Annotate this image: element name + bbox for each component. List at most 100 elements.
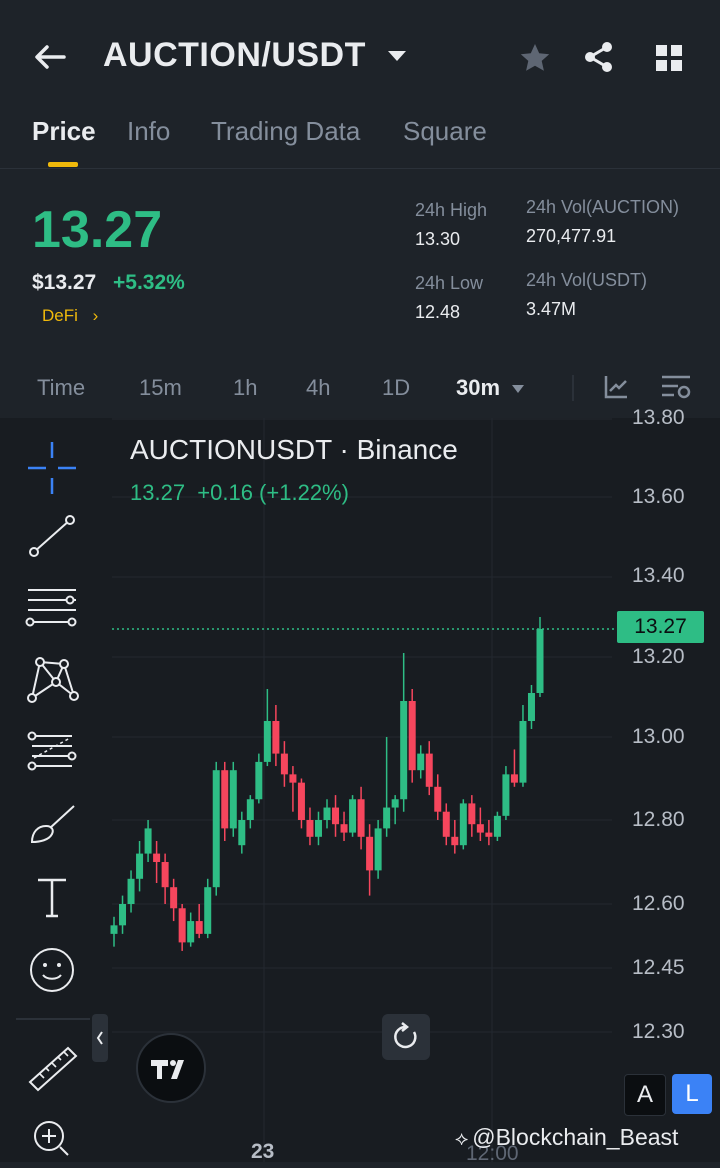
arrow-left-icon — [35, 45, 66, 69]
vol-base-label: 24h Vol(AUCTION) — [526, 197, 680, 217]
candle-body — [178, 908, 186, 943]
y-tick-label: 12.60 — [632, 892, 685, 915]
candle-body — [536, 629, 544, 693]
share-button[interactable] — [582, 40, 616, 74]
caret-down-icon — [388, 51, 406, 61]
text-icon — [38, 878, 66, 918]
interval-divider — [572, 375, 574, 401]
candle-body — [442, 811, 450, 837]
layout-grid-button[interactable] — [654, 43, 684, 73]
pair-dropdown-button[interactable] — [386, 48, 408, 64]
candle-body — [391, 799, 399, 808]
tab-info[interactable]: Info — [127, 116, 171, 146]
candlestick-chart[interactable] — [0, 418, 720, 1162]
pattern-tool[interactable] — [22, 652, 82, 708]
brush-tool[interactable] — [22, 798, 82, 854]
y-tick-label: 12.80 — [632, 808, 685, 831]
text-tool[interactable] — [22, 870, 82, 926]
candle-body — [510, 774, 518, 783]
fib-tool[interactable] — [22, 724, 82, 780]
diamond-logo-icon: ⟡ — [455, 1128, 469, 1150]
chart-indicator-icon — [604, 376, 627, 399]
collapse-toolbar-button[interactable] — [92, 1014, 108, 1062]
interval-4h[interactable]: 4h — [306, 375, 331, 400]
zoom-tool[interactable] — [22, 1112, 82, 1168]
favorite-button[interactable] — [518, 41, 552, 75]
toolbar-divider — [16, 1018, 90, 1020]
chart-symbol: AUCTIONUSDT · Binance — [130, 434, 458, 465]
measure-tool[interactable] — [22, 1040, 82, 1096]
candle-body — [306, 820, 314, 837]
chart-settings-button[interactable] — [660, 373, 692, 401]
ruler-icon — [28, 1046, 78, 1092]
crosshair-icon — [28, 442, 76, 494]
log-scale-toggle[interactable]: L — [672, 1074, 712, 1114]
candle-body — [451, 836, 459, 846]
status-bar-area — [0, 0, 720, 24]
usd-price: $13.27 — [32, 271, 97, 294]
share-icon — [585, 42, 612, 72]
indicators-button[interactable] — [602, 373, 630, 401]
interval-time[interactable]: Time — [37, 375, 86, 400]
trend-line-tool[interactable] — [22, 510, 82, 566]
candle-body — [349, 799, 357, 833]
candle-body — [221, 770, 229, 829]
y-tick-label: 13.00 — [632, 725, 685, 748]
x-tick-label: 12:00 — [466, 1142, 519, 1165]
candle-body — [229, 770, 237, 829]
candle-body — [246, 799, 254, 820]
reset-chart-button[interactable] — [382, 1014, 430, 1060]
interval-1d[interactable]: 1D — [382, 375, 411, 400]
last-price: 13.27 — [32, 201, 163, 259]
candle-body — [297, 782, 305, 820]
candle-body — [485, 832, 493, 837]
interval-15m[interactable]: 15m — [139, 375, 182, 400]
interval-1h[interactable]: 1h — [233, 375, 258, 400]
tab-trading-data[interactable]: Trading Data — [211, 116, 361, 146]
candle-body — [263, 721, 271, 762]
auto-scale-toggle[interactable]: A — [624, 1074, 666, 1116]
pair-title[interactable]: AUCTION/USDT — [103, 36, 366, 74]
chart-area[interactable] — [0, 418, 720, 1162]
crosshair-tool[interactable] — [22, 440, 82, 496]
y-tick-label: 13.20 — [632, 645, 685, 668]
low-label: 24h Low — [415, 273, 484, 293]
y-tick-label: 13.80 — [632, 406, 685, 429]
candle-body — [434, 786, 442, 812]
candle-body — [400, 701, 408, 800]
tab-price[interactable]: Price — [32, 116, 96, 146]
back-button[interactable] — [30, 40, 70, 74]
candle-body — [459, 803, 467, 846]
candle-body — [374, 828, 382, 871]
candle-body — [195, 921, 203, 934]
candle-body — [340, 824, 348, 833]
candle-body — [383, 807, 391, 829]
high-label: 24h High — [415, 200, 488, 220]
chart-ohlc: 13.27 +0.16 (+1.22%) — [130, 480, 349, 505]
tradingview-icon — [151, 1060, 184, 1079]
candle-body — [119, 904, 127, 926]
candle-body — [238, 820, 246, 846]
tab-square[interactable]: Square — [403, 116, 487, 146]
emoji-tool[interactable] — [22, 942, 82, 998]
y-tick-label: 12.30 — [632, 1020, 685, 1043]
candle-body — [161, 862, 169, 888]
candle-body — [153, 853, 161, 862]
candle-body — [332, 807, 340, 825]
chevron-right-icon: › — [92, 306, 99, 325]
candle-body — [425, 753, 433, 787]
candle-body — [204, 887, 212, 934]
tradingview-logo[interactable] — [136, 1033, 206, 1103]
candle-body — [323, 807, 331, 820]
category-tag[interactable]: DeFi › — [42, 306, 98, 326]
candle-body — [468, 803, 476, 825]
interval-dropdown-icon[interactable] — [511, 381, 525, 399]
last-price-tag: 13.27 — [617, 611, 704, 643]
candle-body — [272, 721, 280, 754]
tabs-divider — [0, 168, 720, 169]
horizontal-lines-tool[interactable] — [22, 580, 82, 636]
candle-body — [136, 853, 144, 879]
y-tick-label: 13.60 — [632, 485, 685, 508]
interval-30m[interactable]: 30m — [456, 375, 501, 400]
watermark-text: @Blockchain_Beast — [472, 1124, 679, 1150]
